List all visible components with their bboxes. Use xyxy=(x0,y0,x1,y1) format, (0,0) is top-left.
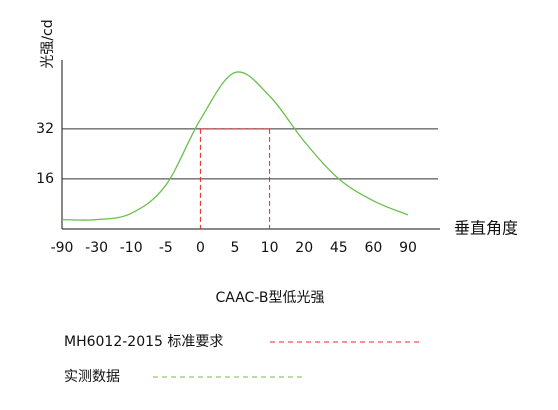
x-tick-label: 90 xyxy=(399,240,417,256)
series-line xyxy=(61,71,409,221)
x-axis-label: 垂直角度 xyxy=(454,219,518,238)
x-tick-label: 0 xyxy=(196,240,205,256)
x-tick-label: -5 xyxy=(159,240,173,256)
legend-label: MH6012-2015 标准要求 xyxy=(64,334,223,350)
x-tick-label: 10 xyxy=(261,240,279,256)
y-tick-label: 16 xyxy=(36,171,54,187)
y-tick-label: 32 xyxy=(36,121,54,137)
x-tick-label: 20 xyxy=(295,240,313,256)
x-tick-label: -90 xyxy=(51,240,74,256)
x-tick-label: -10 xyxy=(120,240,143,256)
legend-label: 实测数据 xyxy=(64,369,120,385)
x-tick-label: 45 xyxy=(330,240,348,256)
x-tick-label: 5 xyxy=(231,240,240,256)
x-tick-label: 60 xyxy=(364,240,382,256)
chart-title: CAAC-B型低光强 xyxy=(215,290,324,306)
x-tick-label: -30 xyxy=(85,240,108,256)
y-axis-label: 光强/cd xyxy=(40,19,56,68)
